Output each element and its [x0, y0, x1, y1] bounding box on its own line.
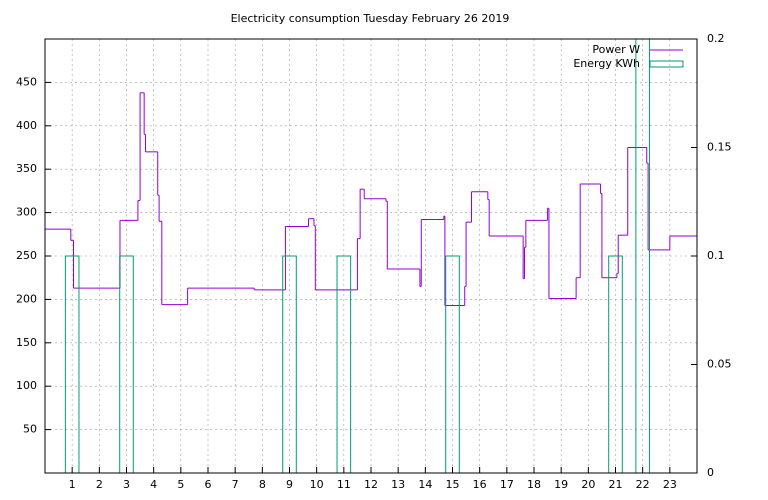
y2-tick-label: 0.15 — [707, 141, 732, 154]
y-tick-label: 300 — [16, 206, 37, 219]
y2-tick-label: 0.2 — [707, 32, 725, 45]
x-tick-label: 19 — [554, 478, 568, 491]
x-tick-label: 12 — [364, 478, 378, 491]
x-tick-label: 2 — [96, 478, 103, 491]
y-tick-label: 400 — [16, 119, 37, 132]
y-tick-label: 100 — [16, 379, 37, 392]
x-tick-label: 16 — [473, 478, 487, 491]
y2-tick-label: 0 — [707, 466, 714, 479]
legend-swatch — [649, 60, 684, 68]
x-tick-label: 10 — [310, 478, 324, 491]
x-tick-label: 13 — [391, 478, 405, 491]
x-tick-label: 15 — [446, 478, 460, 491]
legend-label: Power W — [592, 43, 640, 56]
x-tick-label: 1 — [69, 478, 76, 491]
y2-tick-label: 0.05 — [707, 358, 732, 371]
x-tick-label: 18 — [527, 478, 541, 491]
x-tick-label: 22 — [636, 478, 650, 491]
y-tick-label: 150 — [16, 336, 37, 349]
x-tick-label: 20 — [581, 478, 595, 491]
y-tick-label: 250 — [16, 249, 37, 262]
y-tick-label: 50 — [23, 423, 37, 436]
y2-tick-label: 0.1 — [707, 249, 725, 262]
chart-title: Electricity consumption Tuesday February… — [231, 12, 510, 25]
y-tick-label: 200 — [16, 292, 37, 305]
x-tick-label: 8 — [259, 478, 266, 491]
y-tick-label: 450 — [16, 75, 37, 88]
x-tick-label: 9 — [286, 478, 293, 491]
x-tick-label: 21 — [609, 478, 623, 491]
plot-border — [44, 38, 698, 474]
legend-label: Energy KWh — [573, 57, 640, 70]
x-tick-label: 4 — [150, 478, 157, 491]
x-tick-label: 14 — [418, 478, 432, 491]
x-tick-label: 17 — [500, 478, 514, 491]
x-tick-label: 3 — [123, 478, 130, 491]
x-tick-label: 6 — [205, 478, 212, 491]
y-tick-label: 350 — [16, 162, 37, 175]
x-tick-label: 7 — [232, 478, 239, 491]
x-tick-label: 11 — [337, 478, 351, 491]
x-tick-label: 5 — [177, 478, 184, 491]
x-tick-label: 23 — [663, 478, 677, 491]
